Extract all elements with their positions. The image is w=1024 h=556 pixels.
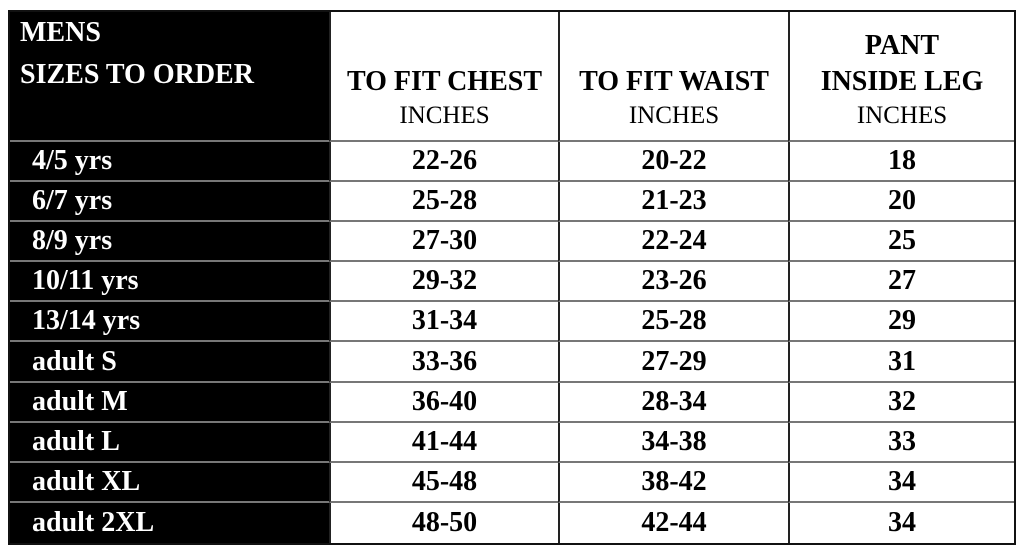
cell-size: adult 2XL (10, 502, 329, 543)
cell-leg: 34 (788, 502, 1014, 543)
cell-size: adult L (10, 422, 329, 463)
header-waist: TO FIT WAIST INCHES (558, 12, 788, 142)
header-waist-title: TO FIT WAIST (579, 66, 769, 97)
cell-waist: 20-22 (558, 142, 788, 183)
cell-chest: 41-44 (329, 422, 558, 463)
cell-chest: 31-34 (329, 302, 558, 343)
cell-waist: 25-28 (558, 302, 788, 343)
cell-chest: 29-32 (329, 262, 558, 303)
header-size-line1: MENS (20, 17, 101, 48)
cell-leg: 18 (788, 142, 1014, 183)
header-waist-unit: INCHES (628, 102, 720, 129)
cell-leg: 27 (788, 262, 1014, 303)
header-chest-unit: INCHES (399, 102, 490, 129)
cell-size: 13/14 yrs (10, 302, 329, 343)
cell-waist: 38-42 (558, 462, 788, 503)
cell-leg: 34 (788, 462, 1014, 503)
cell-chest: 48-50 (329, 502, 558, 543)
cell-chest: 33-36 (329, 342, 558, 383)
cell-size: adult S (10, 342, 329, 383)
cell-size: 6/7 yrs (10, 182, 329, 223)
cell-leg: 31 (788, 342, 1014, 383)
cell-size: adult M (10, 382, 329, 423)
cell-waist: 28-34 (558, 382, 788, 423)
header-leg-line2: INSIDE LEG (820, 66, 984, 97)
cell-leg: 25 (788, 222, 1014, 263)
cell-waist: 23-26 (558, 262, 788, 303)
cell-waist: 21-23 (558, 182, 788, 223)
cell-chest: 36-40 (329, 382, 558, 423)
cell-chest: 27-30 (329, 222, 558, 263)
cell-waist: 22-24 (558, 222, 788, 263)
cell-leg: 32 (788, 382, 1014, 423)
cell-leg: 33 (788, 422, 1014, 463)
cell-leg: 20 (788, 182, 1014, 223)
header-leg-unit: INCHES (856, 102, 948, 129)
cell-size: 4/5 yrs (10, 142, 329, 183)
header-leg-line1: PANT (864, 30, 940, 61)
cell-chest: 25-28 (329, 182, 558, 223)
cell-leg: 29 (788, 302, 1014, 343)
cell-waist: 34-38 (558, 422, 788, 463)
header-leg: PANT INSIDE LEG INCHES (788, 12, 1014, 142)
cell-chest: 22-26 (329, 142, 558, 183)
size-chart-table: MENS SIZES TO ORDER TO FIT CHEST INCHES … (8, 10, 1016, 545)
cell-waist: 27-29 (558, 342, 788, 383)
cell-waist: 42-44 (558, 502, 788, 543)
cell-size: 10/11 yrs (10, 262, 329, 303)
header-chest-title: TO FIT CHEST (346, 66, 543, 97)
header-chest: TO FIT CHEST INCHES (329, 12, 558, 142)
header-size: MENS SIZES TO ORDER (10, 12, 329, 142)
cell-size: 8/9 yrs (10, 222, 329, 263)
cell-chest: 45-48 (329, 462, 558, 503)
header-size-line2: SIZES TO ORDER (20, 59, 254, 90)
cell-size: adult XL (10, 462, 329, 503)
